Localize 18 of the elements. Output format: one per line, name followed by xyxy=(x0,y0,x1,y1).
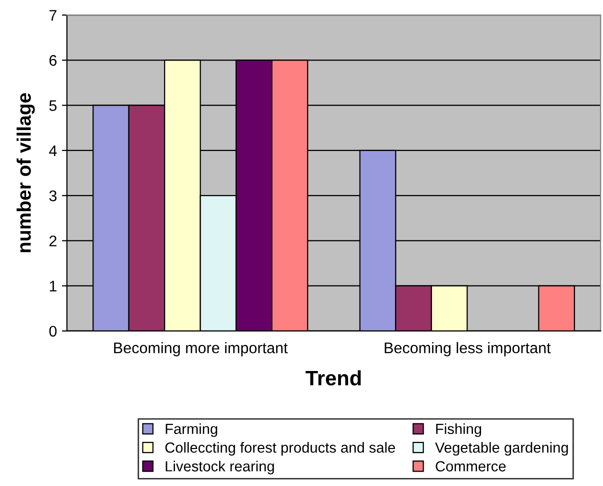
x-tick-label: Becoming less important xyxy=(384,342,551,356)
legend-label: Livestock rearing xyxy=(166,460,274,474)
legend-label: Farming xyxy=(166,423,218,437)
x-axis-title: Trend xyxy=(306,370,361,386)
y-tick-label: 5 xyxy=(49,100,57,112)
y-axis-title: number of village xyxy=(16,93,35,252)
legend-label: Vegetable gardening xyxy=(435,442,568,456)
legend-label: Colleccting forest products and sale xyxy=(165,442,395,456)
legend-label: Fishing xyxy=(436,423,482,437)
legend-label: Commerce xyxy=(436,461,506,472)
y-tick-label: 6 xyxy=(49,55,57,66)
y-tick-label: 7 xyxy=(50,10,56,21)
y-tick-label: 4 xyxy=(49,145,57,156)
x-tick-label: Becoming more important xyxy=(114,342,288,356)
y-tick-label: 3 xyxy=(49,190,57,202)
y-tick-label: 2 xyxy=(49,236,56,246)
y-tick-label: 1 xyxy=(50,280,56,292)
y-tick-label: 0 xyxy=(49,326,57,337)
